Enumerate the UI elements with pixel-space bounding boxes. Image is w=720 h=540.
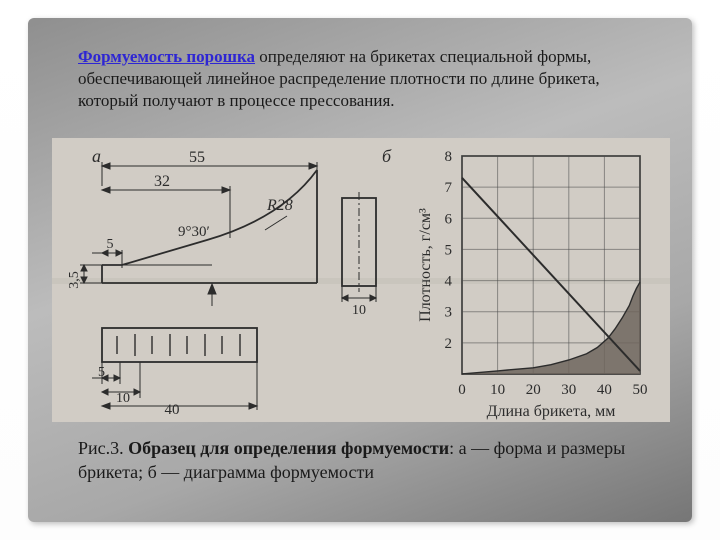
cross-10: 10	[352, 303, 366, 318]
svg-text:Плотность, г/см³: Плотность, г/см³	[417, 208, 434, 322]
dim-radius: R28	[266, 197, 293, 214]
figure-scan: а б 9°3	[52, 138, 670, 422]
term-formability: Формуемость порошка	[78, 47, 255, 66]
svg-text:30: 30	[561, 382, 576, 398]
svg-text:20: 20	[526, 382, 541, 398]
svg-text:50: 50	[633, 382, 648, 398]
figure-svg: а б 9°3	[52, 138, 670, 422]
caption-bold: Образец для определения формуемости	[128, 438, 449, 458]
figure-caption: Рис.3. Образец для определения формуемос…	[78, 436, 638, 485]
svg-text:10: 10	[490, 382, 505, 398]
dim-32: 32	[154, 173, 170, 190]
intro-paragraph: Формуемость порошка определяют на брикет…	[78, 46, 658, 112]
svg-text:8: 8	[445, 149, 453, 165]
svg-text:3: 3	[445, 305, 453, 321]
subfig-b-label: б	[382, 146, 392, 166]
svg-text:7: 7	[445, 180, 453, 196]
svg-text:6: 6	[445, 211, 453, 227]
svg-text:40: 40	[597, 382, 612, 398]
dim-35: 3,5	[67, 271, 82, 289]
dim-angle: 9°30′	[178, 224, 210, 240]
svg-text:5: 5	[445, 242, 453, 258]
plan-5: 5	[98, 365, 105, 380]
svg-text:0: 0	[458, 382, 466, 398]
subfig-a-label: а	[92, 146, 101, 166]
svg-text:2: 2	[445, 336, 453, 352]
plan-10: 10	[116, 391, 130, 406]
slide-frame: Формуемость порошка определяют на брикет…	[0, 0, 720, 540]
dim-55: 55	[189, 149, 205, 166]
dim-5: 5	[107, 237, 114, 252]
plan-40: 40	[165, 402, 180, 418]
svg-text:Длина брикета, мм: Длина брикета, мм	[487, 403, 616, 420]
caption-prefix: Рис.3.	[78, 438, 128, 458]
svg-text:4: 4	[445, 274, 453, 290]
